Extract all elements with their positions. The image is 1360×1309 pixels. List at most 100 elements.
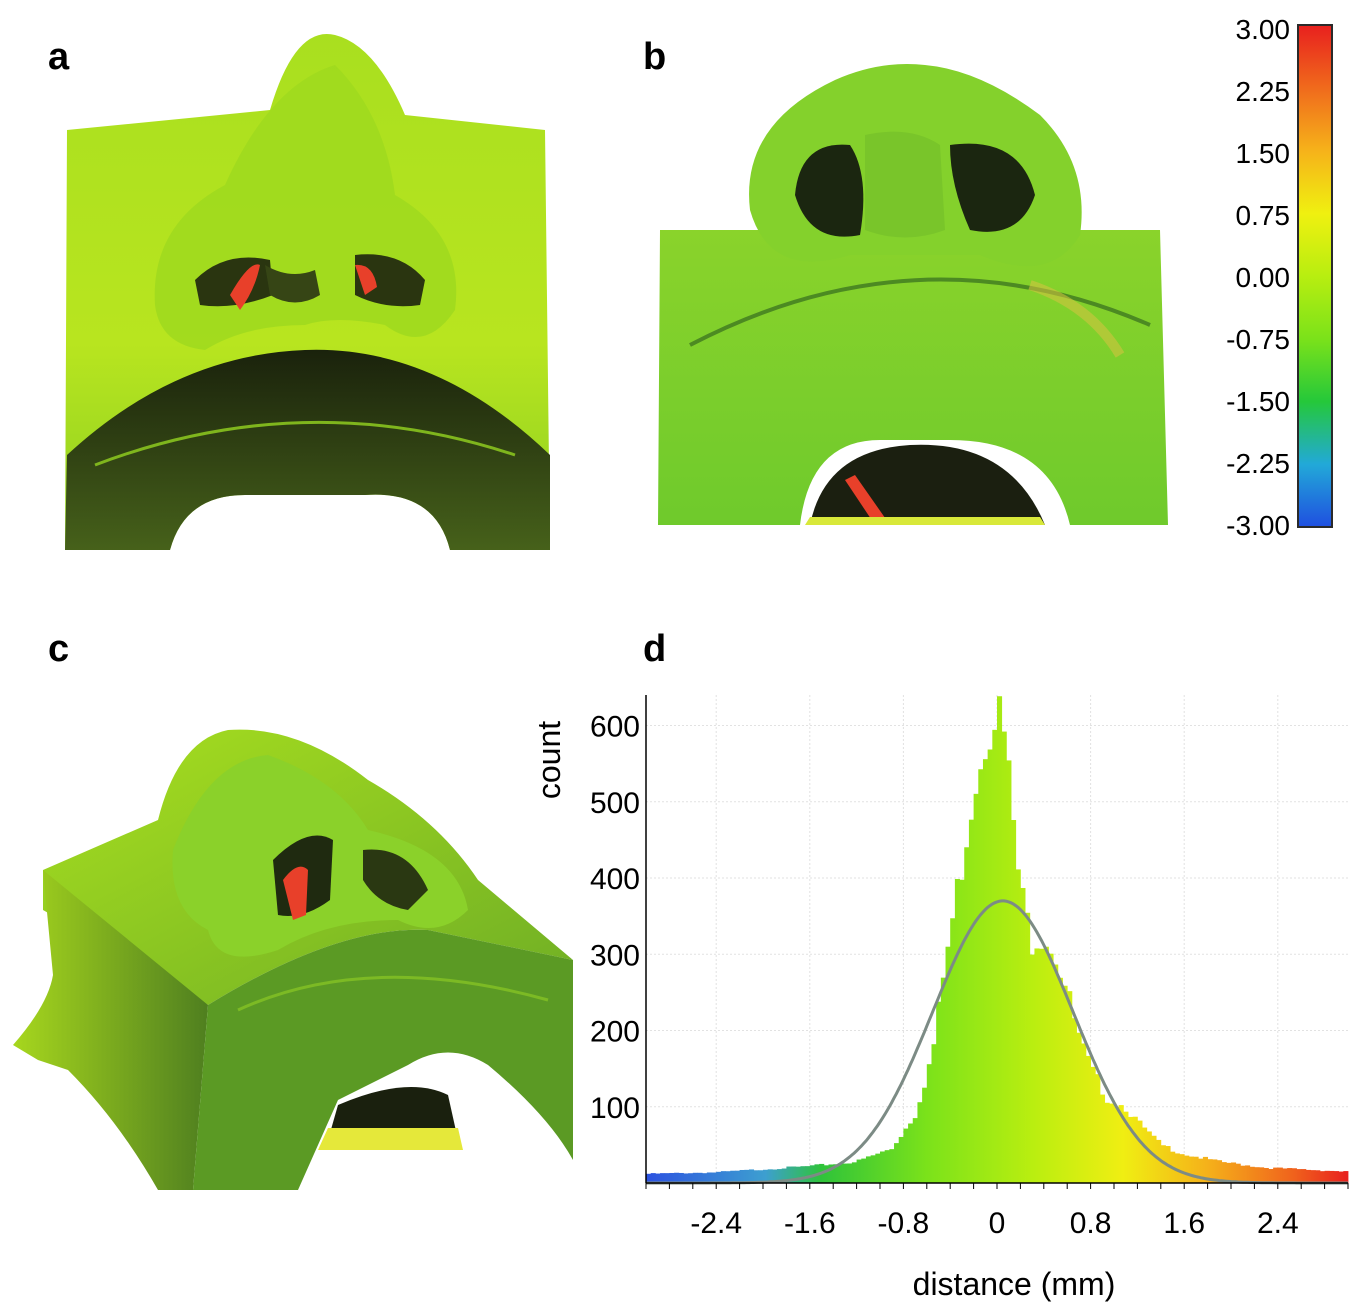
histogram-bar — [1001, 731, 1007, 1183]
x-tick-label: 0.8 — [1070, 1207, 1112, 1240]
histogram-bar — [1006, 760, 1012, 1183]
histogram-bar — [1104, 1102, 1110, 1183]
histogram-bar — [734, 1170, 740, 1183]
histogram-bar — [1301, 1169, 1307, 1183]
nose-model-front-view — [65, 33, 550, 550]
grid-lines — [646, 695, 1348, 1183]
histogram-bar — [964, 847, 970, 1183]
histogram-bar — [664, 1173, 670, 1183]
nose-model-oblique-view — [13, 729, 573, 1190]
histogram-bar — [1090, 1066, 1096, 1183]
histogram-bar — [1198, 1158, 1204, 1183]
histogram-bar — [1057, 977, 1063, 1183]
histogram-bar — [739, 1169, 745, 1183]
colorbar-label-neg-2.25: -2.25 — [1226, 448, 1290, 479]
histogram-bar — [650, 1173, 656, 1183]
x-tick-label: 2.4 — [1257, 1207, 1299, 1240]
histogram-bar — [1179, 1154, 1185, 1183]
histogram-bar — [1142, 1127, 1148, 1183]
histogram-bar — [716, 1171, 722, 1183]
histogram-bar — [1296, 1169, 1302, 1183]
histogram-bar — [992, 729, 998, 1183]
histogram-bar — [688, 1173, 694, 1183]
histogram-bar — [744, 1169, 750, 1183]
y-tick-label: 300 — [590, 939, 640, 972]
histogram-bar — [725, 1171, 731, 1183]
histogram-bar — [1343, 1171, 1349, 1183]
colorbar-label-2.25: 2.25 — [1235, 76, 1291, 107]
histogram-bar — [982, 759, 989, 1183]
panel-label-c: c — [48, 628, 70, 670]
histogram-bar — [1245, 1165, 1251, 1183]
histogram-bar — [1020, 887, 1026, 1183]
histogram-bar — [847, 1163, 853, 1183]
histogram-bar — [931, 1044, 937, 1183]
histogram-bar — [1099, 1094, 1106, 1183]
histogram-bar — [730, 1170, 736, 1183]
histogram-bar — [1123, 1111, 1129, 1183]
histogram-bar — [823, 1165, 829, 1183]
y-tick-label: 500 — [590, 787, 640, 820]
histogram-bar — [748, 1169, 755, 1183]
histogram-bar — [968, 819, 974, 1183]
histogram-bar — [781, 1168, 787, 1183]
y-tick-label: 400 — [590, 863, 640, 896]
histogram-bar — [987, 749, 993, 1183]
histogram-bar — [1071, 1018, 1077, 1183]
histogram-bar — [1029, 954, 1035, 1183]
histogram-bar — [1268, 1169, 1274, 1183]
histogram-bar — [978, 769, 984, 1183]
histogram-bar — [1151, 1135, 1157, 1183]
colorbar-label-1.50: 1.50 — [1235, 138, 1291, 169]
histogram-bar — [1174, 1153, 1180, 1183]
histogram-bar — [898, 1136, 904, 1183]
histogram-bar — [889, 1149, 895, 1183]
y-tick-labels: 100 200 300 400 500 600 — [590, 711, 640, 1125]
colorbar-label-0.75: 0.75 — [1235, 200, 1291, 231]
histogram-bar — [1310, 1170, 1316, 1183]
histogram-bars — [646, 696, 1349, 1183]
colorbar-label-neg-1.50: -1.50 — [1226, 386, 1290, 417]
axes — [645, 695, 1349, 1189]
histogram-bar — [1216, 1160, 1223, 1183]
histogram-bar — [655, 1173, 661, 1183]
histogram-bar — [697, 1172, 703, 1183]
histogram-bar — [851, 1162, 857, 1183]
histogram-bar — [926, 1064, 932, 1183]
histogram-bar — [1263, 1167, 1269, 1183]
histogram-bar — [894, 1143, 900, 1183]
histogram-bar — [1282, 1168, 1288, 1183]
histogram-bar — [1235, 1163, 1241, 1183]
x-tick-labels: -2.4 -1.6 -0.8 0 0.8 1.6 2.4 — [690, 1207, 1298, 1240]
histogram-bar — [1202, 1156, 1208, 1183]
histogram-bar — [837, 1163, 843, 1183]
histogram-bar — [1277, 1167, 1283, 1183]
histogram-bar — [856, 1159, 862, 1183]
histogram-bar — [1043, 946, 1049, 1183]
histogram-bar — [1305, 1169, 1311, 1183]
histogram-bar — [954, 879, 960, 1183]
histogram-bar — [1109, 1103, 1115, 1183]
histogram-bar — [959, 879, 965, 1183]
histogram-bar — [706, 1172, 712, 1183]
histogram-bar — [758, 1170, 764, 1183]
colorbar-label-3.00: 3.00 — [1235, 14, 1291, 45]
histogram-bar — [884, 1150, 890, 1183]
panel-label-d: d — [643, 628, 667, 670]
histogram-bar — [1062, 985, 1068, 1183]
histogram-bar — [936, 1001, 942, 1183]
histogram-bar — [1226, 1162, 1232, 1183]
histogram-bar — [763, 1169, 769, 1183]
histogram-bar — [1156, 1139, 1162, 1183]
histogram-bar — [1240, 1165, 1246, 1183]
histogram-bar — [1095, 1074, 1101, 1183]
histogram-bar — [805, 1166, 811, 1183]
x-tick-label: -1.6 — [784, 1207, 836, 1240]
histogram-bar — [720, 1171, 726, 1183]
histogram-bar — [922, 1087, 928, 1183]
x-tick-label: 0 — [989, 1207, 1006, 1240]
x-axis-label: distance (mm) — [913, 1266, 1116, 1302]
x-tick-label: 1.6 — [1163, 1207, 1205, 1240]
histogram-bar — [912, 1118, 918, 1183]
histogram-bar — [1076, 1032, 1082, 1183]
